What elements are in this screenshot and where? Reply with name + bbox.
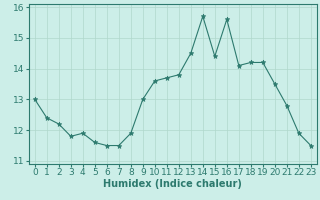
X-axis label: Humidex (Indice chaleur): Humidex (Indice chaleur) — [103, 179, 242, 189]
